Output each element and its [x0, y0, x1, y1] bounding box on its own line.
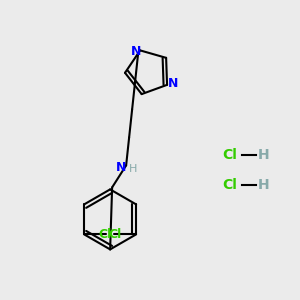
Text: H: H [258, 148, 270, 162]
Text: H: H [258, 178, 270, 192]
Text: N: N [116, 161, 126, 174]
Text: Cl: Cl [223, 178, 237, 192]
Text: Cl: Cl [98, 228, 112, 241]
Text: N: N [168, 77, 178, 90]
Text: H: H [129, 164, 137, 174]
Text: Cl: Cl [109, 228, 122, 241]
Text: Cl: Cl [223, 148, 237, 162]
Text: N: N [131, 45, 141, 58]
